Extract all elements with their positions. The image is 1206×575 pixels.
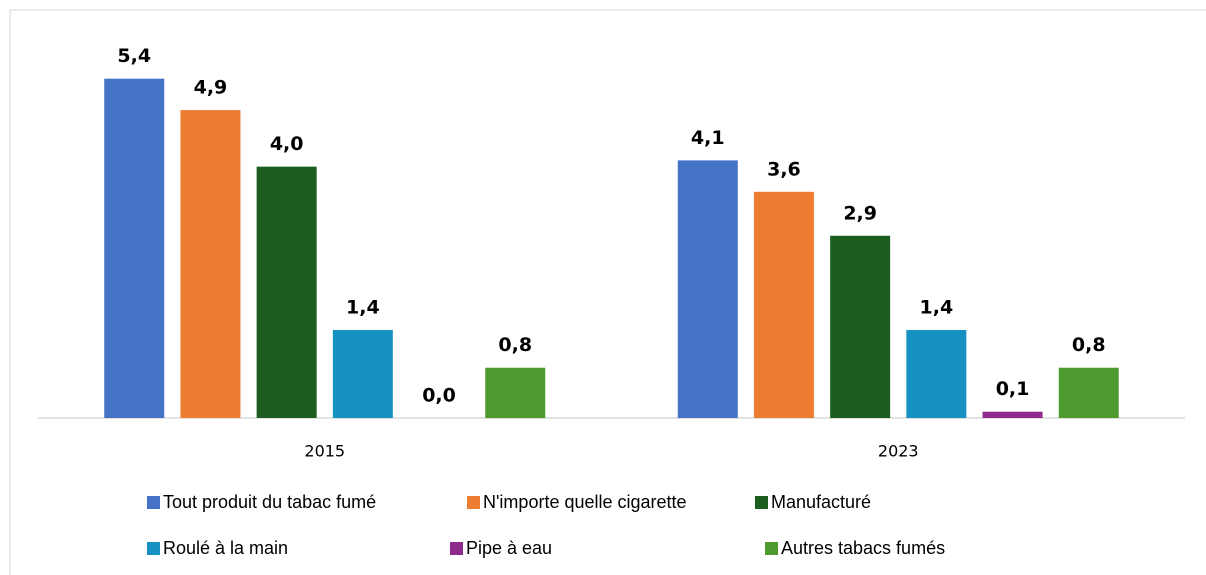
value-label: 4,9 xyxy=(194,77,228,99)
legend-label: Manufacturé xyxy=(771,492,871,512)
bar xyxy=(677,160,738,418)
bar xyxy=(1058,367,1119,418)
legend-swatch xyxy=(755,496,768,509)
value-label: 0,8 xyxy=(498,334,532,356)
legend-label: Tout produit du tabac fumé xyxy=(163,492,376,512)
value-label: 4,0 xyxy=(270,133,304,155)
value-label: 4,1 xyxy=(691,127,725,149)
legend-swatch xyxy=(450,542,463,555)
bar xyxy=(104,78,165,418)
bar xyxy=(180,110,241,418)
legend-swatch xyxy=(467,496,480,509)
value-label: 1,4 xyxy=(920,297,954,319)
bar xyxy=(753,191,814,418)
value-label: 0,0 xyxy=(422,385,456,407)
legend-swatch xyxy=(147,496,160,509)
value-label: 1,4 xyxy=(346,297,380,319)
value-label: 2,9 xyxy=(843,202,877,224)
value-label: 0,8 xyxy=(1072,334,1106,356)
x-tick-label: 2015 xyxy=(304,442,345,461)
legend-label: N'importe quelle cigarette xyxy=(483,492,687,512)
legend-swatch xyxy=(765,542,778,555)
bar xyxy=(256,166,317,418)
value-label: 5,4 xyxy=(117,45,151,67)
bar xyxy=(485,367,546,418)
chart-border xyxy=(9,9,1206,575)
legend-swatch xyxy=(147,542,160,555)
x-tick-label: 2023 xyxy=(878,442,919,461)
legend-label: Autres tabacs fumés xyxy=(781,538,945,558)
bar xyxy=(906,330,967,418)
value-label: 3,6 xyxy=(767,158,801,180)
bar xyxy=(982,411,1043,418)
bar xyxy=(332,330,393,418)
bar xyxy=(830,235,891,418)
legend-label: Pipe à eau xyxy=(466,538,552,558)
value-label: 0,1 xyxy=(996,378,1030,400)
legend-label: Roulé à la main xyxy=(163,538,288,558)
